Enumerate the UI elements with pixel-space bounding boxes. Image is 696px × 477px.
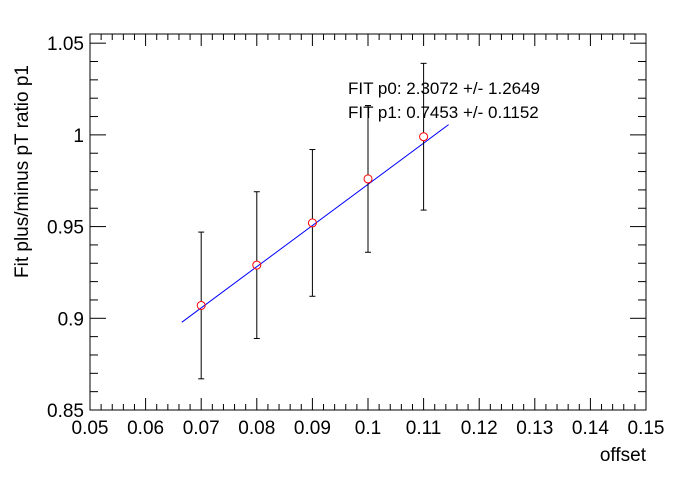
x-tick-label: 0.14 [572, 418, 609, 439]
y-tick-label: 0.9 [58, 309, 84, 330]
x-tick-label: 0.07 [183, 418, 220, 439]
data-point [419, 132, 429, 142]
x-tick-label: 0.06 [127, 418, 164, 439]
y-tick-labels: 0.85 0.9 0.95 1 1.05 [47, 34, 84, 422]
fit-line [181, 124, 449, 323]
x-tick-label: 0.15 [628, 418, 665, 439]
x-tick-label: 0.13 [516, 418, 553, 439]
data-point [252, 260, 262, 270]
axis-ticks [89, 34, 647, 411]
y-tick-label: 0.85 [47, 401, 84, 422]
y-tick-label: 1.05 [47, 34, 84, 55]
fit-annotation-p1: FIT p1: 0.7453 +/- 0.1152 [348, 103, 539, 122]
x-tick-label: 0.1 [355, 418, 381, 439]
fit-annotation-p0: FIT p0: 2.3072 +/- 1.2649 [348, 79, 540, 98]
fit-layer [181, 124, 449, 323]
x-tick-label: 0.09 [294, 418, 331, 439]
x-tick-label: 0.08 [238, 418, 275, 439]
y-axis-label: Fit plus/minus pT ratio p1 [12, 65, 33, 278]
y-tick-label: 1 [73, 126, 84, 147]
x-tick-label: 0.12 [461, 418, 498, 439]
y-tick-label: 0.95 [47, 218, 84, 239]
x-tick-label: 0.11 [406, 418, 442, 439]
x-tick-labels: 0.05 0.06 0.07 0.08 0.09 0.1 0.11 0.12 0.13 0.14 0… [72, 418, 665, 439]
data-point [363, 174, 373, 184]
data-point [196, 300, 206, 310]
points-layer [196, 62, 429, 380]
data-point [307, 218, 317, 228]
x-tick-label: 0.05 [72, 418, 109, 439]
x-axis-label: offset [600, 445, 647, 466]
